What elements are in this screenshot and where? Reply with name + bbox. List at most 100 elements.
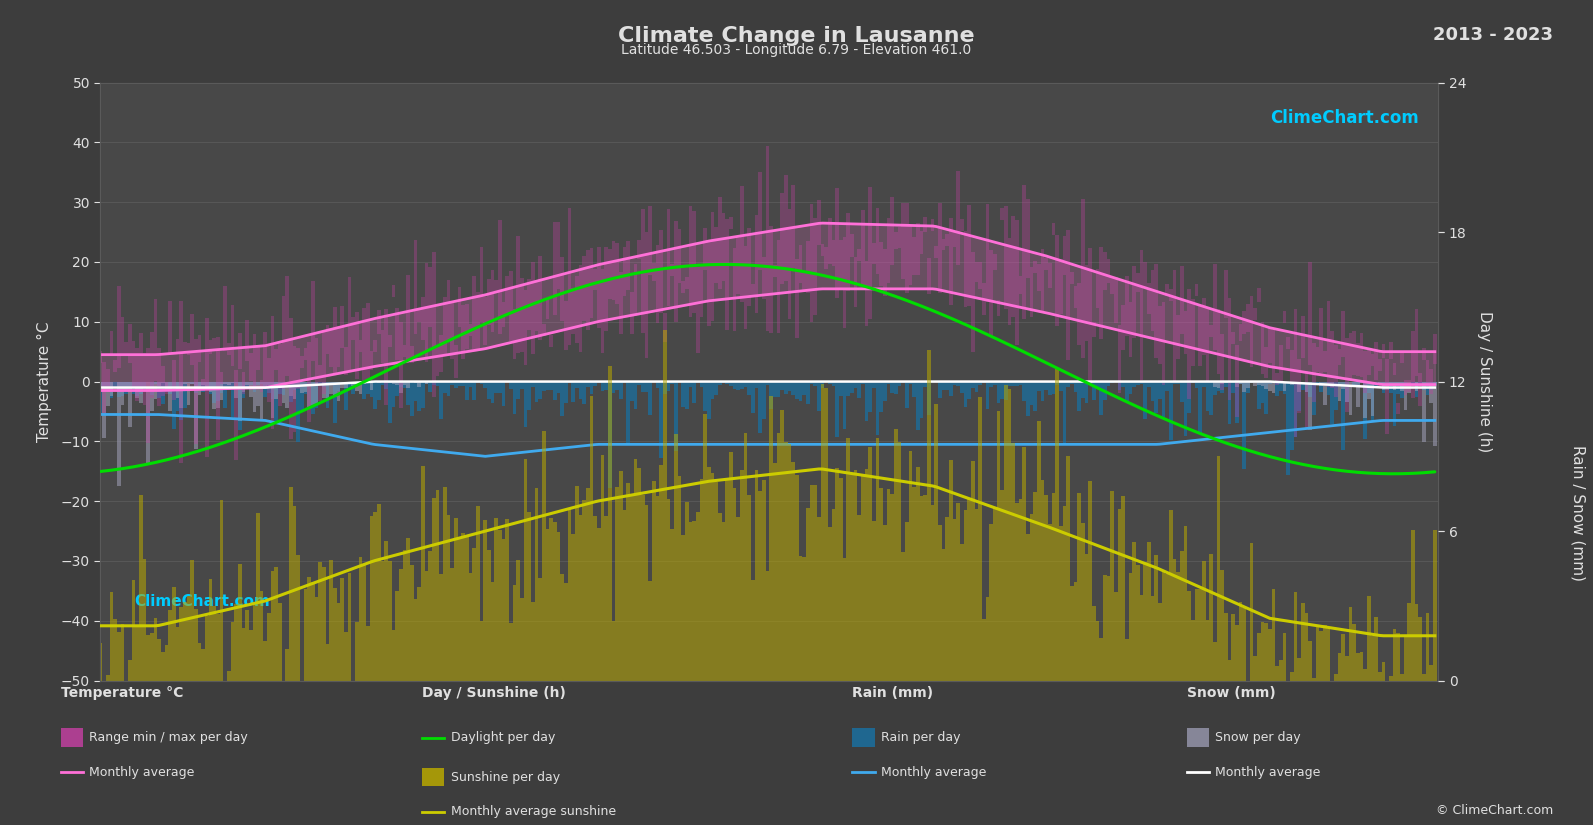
Bar [1370, 381, 1375, 417]
Bar [304, 381, 307, 394]
Bar [1066, 456, 1070, 681]
Bar [938, 526, 941, 681]
Bar [747, 228, 750, 306]
Bar [905, 381, 908, 408]
Bar [487, 549, 491, 681]
Bar [699, 381, 704, 387]
Bar [814, 219, 817, 314]
Bar [205, 381, 209, 390]
Bar [640, 495, 645, 681]
Bar [1349, 333, 1352, 381]
Bar [645, 505, 648, 681]
Bar [1217, 456, 1220, 681]
Bar [1352, 381, 1356, 387]
Bar [242, 381, 245, 398]
Bar [245, 610, 249, 681]
Bar [961, 219, 964, 231]
Bar [1308, 381, 1313, 397]
Bar [1352, 381, 1356, 385]
Bar [1166, 284, 1169, 295]
Bar [1389, 381, 1392, 394]
Bar [226, 343, 231, 356]
Bar [378, 381, 381, 400]
Bar [491, 381, 494, 403]
Bar [546, 381, 550, 390]
Bar [432, 252, 436, 397]
Bar [322, 381, 327, 398]
Bar [102, 381, 105, 389]
Bar [978, 262, 981, 289]
Bar [707, 381, 710, 419]
Bar [978, 397, 981, 681]
Bar [392, 285, 395, 297]
Bar [1265, 347, 1268, 378]
Bar [1048, 381, 1051, 395]
Bar [964, 232, 967, 307]
Bar [1012, 443, 1015, 681]
Bar [806, 242, 809, 294]
Bar [384, 309, 389, 405]
Bar [1243, 608, 1246, 681]
Bar [773, 463, 777, 681]
Bar [1341, 381, 1344, 389]
Bar [1375, 617, 1378, 681]
Bar [253, 381, 256, 392]
Bar [747, 381, 750, 394]
Bar [1099, 248, 1102, 339]
Bar [908, 451, 913, 681]
Bar [696, 381, 699, 384]
Bar [1327, 629, 1330, 681]
Bar [1184, 310, 1187, 355]
Bar [868, 381, 871, 412]
Bar [981, 381, 986, 383]
Bar [1235, 381, 1239, 423]
Bar [1415, 309, 1418, 376]
Bar [513, 585, 516, 681]
Bar [304, 381, 307, 392]
Bar [1333, 345, 1338, 397]
Bar [1203, 298, 1206, 355]
Bar [1341, 311, 1344, 356]
Bar [142, 381, 147, 391]
Bar [479, 248, 483, 322]
Bar [964, 381, 967, 407]
Bar [1386, 359, 1389, 435]
Bar [825, 247, 828, 269]
Bar [212, 381, 215, 409]
Bar [631, 497, 634, 681]
Bar [352, 317, 355, 340]
Bar [1294, 592, 1297, 681]
Bar [1184, 526, 1187, 681]
Bar [237, 381, 242, 430]
Bar [370, 516, 373, 681]
Bar [986, 381, 989, 409]
Bar [1265, 623, 1268, 681]
Bar [1147, 541, 1150, 681]
Bar [358, 341, 363, 352]
Bar [311, 381, 315, 413]
Bar [440, 573, 443, 681]
Bar [575, 276, 578, 342]
Bar [699, 479, 704, 681]
Bar [116, 286, 121, 368]
Bar [857, 381, 862, 398]
Bar [436, 490, 440, 681]
Bar [1228, 660, 1231, 681]
Bar [121, 381, 124, 396]
Bar [99, 381, 102, 413]
Bar [677, 476, 682, 681]
Bar [198, 643, 201, 681]
Bar [927, 381, 930, 415]
Bar [1418, 617, 1423, 681]
Bar [612, 381, 615, 394]
Bar [403, 345, 406, 357]
Bar [231, 381, 234, 384]
Bar [245, 381, 249, 384]
Bar [99, 351, 102, 363]
Bar [403, 381, 406, 385]
Bar [1056, 381, 1059, 385]
Bar [256, 381, 260, 385]
Bar [924, 217, 927, 232]
Bar [972, 461, 975, 681]
Bar [161, 381, 164, 383]
